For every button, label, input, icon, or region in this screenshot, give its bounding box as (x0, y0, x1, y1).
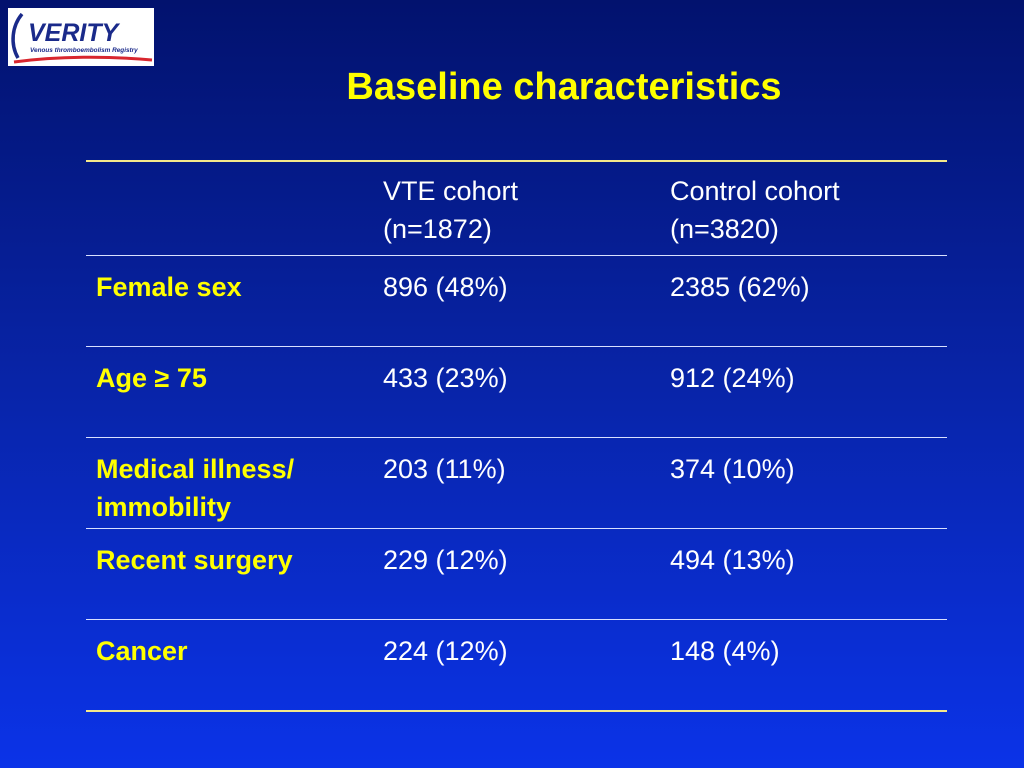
table-header-row: VTE cohort (n=1872) Control cohort (n=38… (86, 162, 947, 255)
cell-vte-recent-surgery: 229 (12%) (383, 544, 508, 575)
logo-tagline: Venous thromboembolism Registry (30, 47, 138, 54)
cell-vte-cancer: 224 (12%) (383, 635, 508, 666)
header-vte-cohort-n: (n=1872) (383, 214, 492, 244)
cell-vte-medical-illness: 203 (11%) (383, 453, 506, 484)
row-label-line1: Recent surgery (96, 544, 293, 575)
header-control-cohort-name: Control cohort (670, 176, 840, 206)
cell-control-recent-surgery: 494 (13%) (670, 544, 795, 575)
header-control-cohort-n: (n=3820) (670, 214, 779, 244)
verity-logo-graphic: VERITY Venous thromboembolism Registry (11, 12, 153, 64)
header-control-cohort: Control cohort (n=3820) (660, 162, 947, 255)
logo-swoosh-left (11, 12, 24, 59)
row-label-recent-surgery: Recent surgery (86, 528, 373, 619)
row-label-female-sex: Female sex (86, 255, 373, 346)
cell-vte-female-sex: 896 (48%) (383, 271, 508, 302)
cell-control-medical-illness: 374 (10%) (670, 453, 795, 484)
header-vte-cohort: VTE cohort (n=1872) (373, 162, 660, 255)
table-row: Medical illness/ immobility 203 (11%) 37… (86, 437, 947, 528)
row-label-line2: immobility (96, 491, 232, 522)
row-label-line1: Female sex (96, 271, 242, 302)
row-label-line1: Age ≥ 75 (96, 362, 207, 393)
cell-vte-age-75: 433 (23%) (383, 362, 508, 393)
logo-wordmark: VERITY (28, 19, 121, 47)
table-row: Female sex 896 (48%) 2385 (62%) (86, 255, 947, 346)
table-row: Recent surgery 229 (12%) 494 (13%) (86, 528, 947, 619)
header-vte-cohort-name: VTE cohort (383, 176, 519, 206)
row-label-cancer: Cancer (86, 619, 373, 710)
verity-logo: VERITY Venous thromboembolism Registry (8, 8, 154, 66)
cell-control-cancer: 148 (4%) (670, 635, 780, 666)
baseline-table-container: VTE cohort (n=1872) Control cohort (n=38… (86, 160, 947, 712)
cell-control-female-sex: 2385 (62%) (670, 271, 810, 302)
row-label-medical-illness: Medical illness/ immobility (86, 437, 373, 528)
row-label-line1: Cancer (96, 635, 188, 666)
logo-swoosh-bottom (13, 55, 153, 64)
cell-control-age-75: 912 (24%) (670, 362, 795, 393)
baseline-table: VTE cohort (n=1872) Control cohort (n=38… (86, 162, 947, 710)
header-empty-cell (86, 162, 373, 255)
row-label-age-75: Age ≥ 75 (86, 346, 373, 437)
table-row: Age ≥ 75 433 (23%) 912 (24%) (86, 346, 947, 437)
table-row: Cancer 224 (12%) 148 (4%) (86, 619, 947, 710)
slide-title: Baseline characteristics (346, 66, 782, 108)
row-label-line1: Medical illness/ (96, 453, 295, 484)
